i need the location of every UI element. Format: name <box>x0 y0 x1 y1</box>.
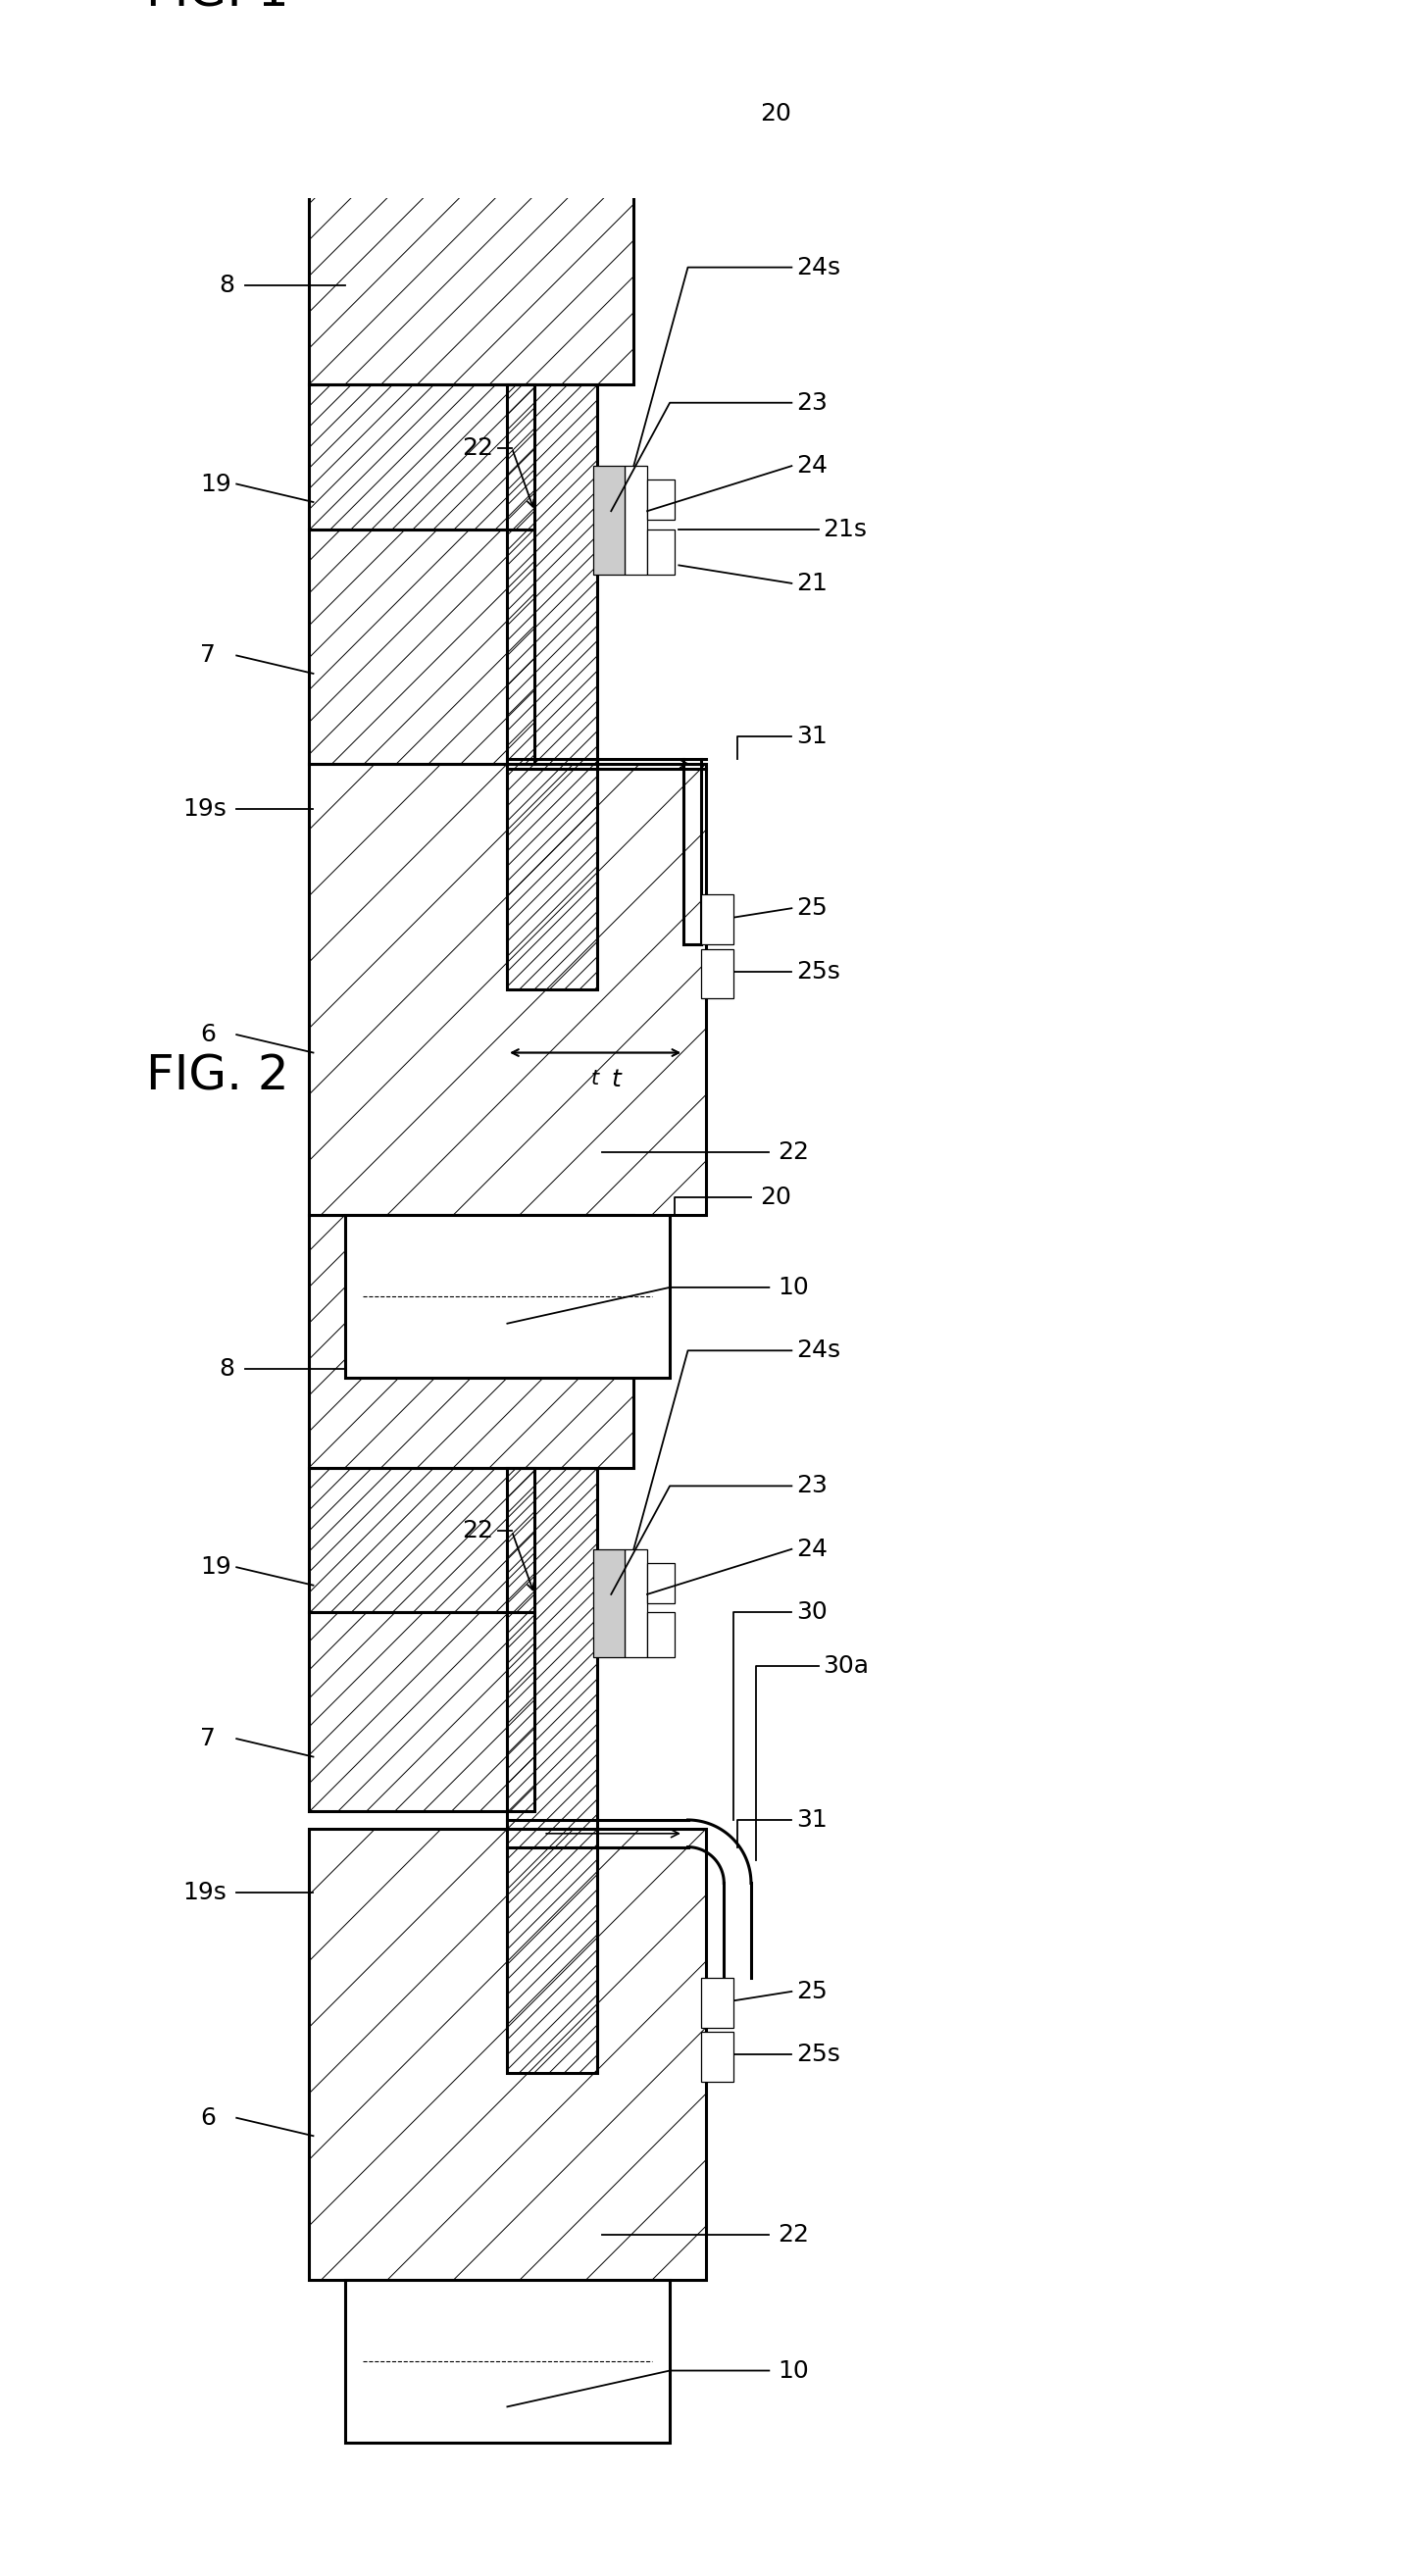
Text: 23: 23 <box>797 392 828 415</box>
Text: FIG. 2: FIG. 2 <box>147 1054 289 1100</box>
Bar <box>309 1468 534 1613</box>
Bar <box>309 1829 706 2280</box>
Text: 25: 25 <box>797 896 828 920</box>
Bar <box>594 466 625 574</box>
Bar <box>309 1216 633 1468</box>
Text: 19s: 19s <box>182 1880 227 1904</box>
Text: 24s: 24s <box>797 255 840 278</box>
Bar <box>309 384 534 528</box>
Text: 6: 6 <box>200 1023 216 1046</box>
Bar <box>309 765 706 1216</box>
Bar <box>625 466 647 574</box>
Text: 22: 22 <box>462 1520 494 1543</box>
Text: 31: 31 <box>797 1808 828 1832</box>
Text: 10: 10 <box>778 2360 809 2383</box>
Text: FIG. 1: FIG. 1 <box>147 0 289 15</box>
Text: 8: 8 <box>219 273 234 296</box>
Bar <box>345 2280 670 2442</box>
Text: 22: 22 <box>462 435 494 459</box>
Bar <box>625 1548 647 1656</box>
Text: 25s: 25s <box>797 961 840 984</box>
Bar <box>647 1564 674 1602</box>
Text: 20: 20 <box>760 103 791 126</box>
Bar <box>508 384 598 989</box>
Text: 20: 20 <box>760 1185 791 1208</box>
Bar <box>701 894 733 945</box>
Text: 25: 25 <box>797 1981 828 2004</box>
Text: 24s: 24s <box>797 1340 840 1363</box>
Text: t: t <box>611 1069 620 1092</box>
Text: 10: 10 <box>778 1275 809 1298</box>
Text: 25s: 25s <box>797 2043 840 2066</box>
Text: t: t <box>591 1069 599 1090</box>
Bar <box>647 528 674 574</box>
Text: 31: 31 <box>797 724 828 750</box>
Bar <box>711 2056 730 2074</box>
Bar <box>701 2032 733 2081</box>
Bar <box>711 971 730 992</box>
Text: 23: 23 <box>797 1473 828 1497</box>
Bar <box>701 948 733 999</box>
Text: 19s: 19s <box>182 796 227 822</box>
Text: 19: 19 <box>200 1556 231 1579</box>
Bar <box>711 917 730 938</box>
Bar <box>701 1978 733 2027</box>
Bar <box>508 1468 598 2074</box>
Text: 6: 6 <box>200 2107 216 2130</box>
Bar <box>309 1613 534 1811</box>
Text: 24: 24 <box>797 1538 828 1561</box>
Text: 22: 22 <box>778 2223 809 2246</box>
Bar <box>309 528 534 765</box>
Text: 21s: 21s <box>823 518 867 541</box>
Bar <box>647 479 674 520</box>
Text: 8: 8 <box>219 1358 234 1381</box>
Bar <box>594 1548 625 1656</box>
Text: 7: 7 <box>200 1726 216 1752</box>
Bar <box>309 131 633 384</box>
Bar <box>711 2002 730 2020</box>
Text: 22: 22 <box>778 1141 809 1164</box>
Text: 7: 7 <box>200 644 216 667</box>
Bar <box>647 1613 674 1656</box>
Text: 21: 21 <box>797 572 828 595</box>
Text: 30a: 30a <box>823 1654 870 1680</box>
Text: 24: 24 <box>797 453 828 477</box>
Text: 19: 19 <box>200 471 231 495</box>
Text: 30: 30 <box>797 1600 828 1623</box>
Bar <box>345 1216 670 1378</box>
